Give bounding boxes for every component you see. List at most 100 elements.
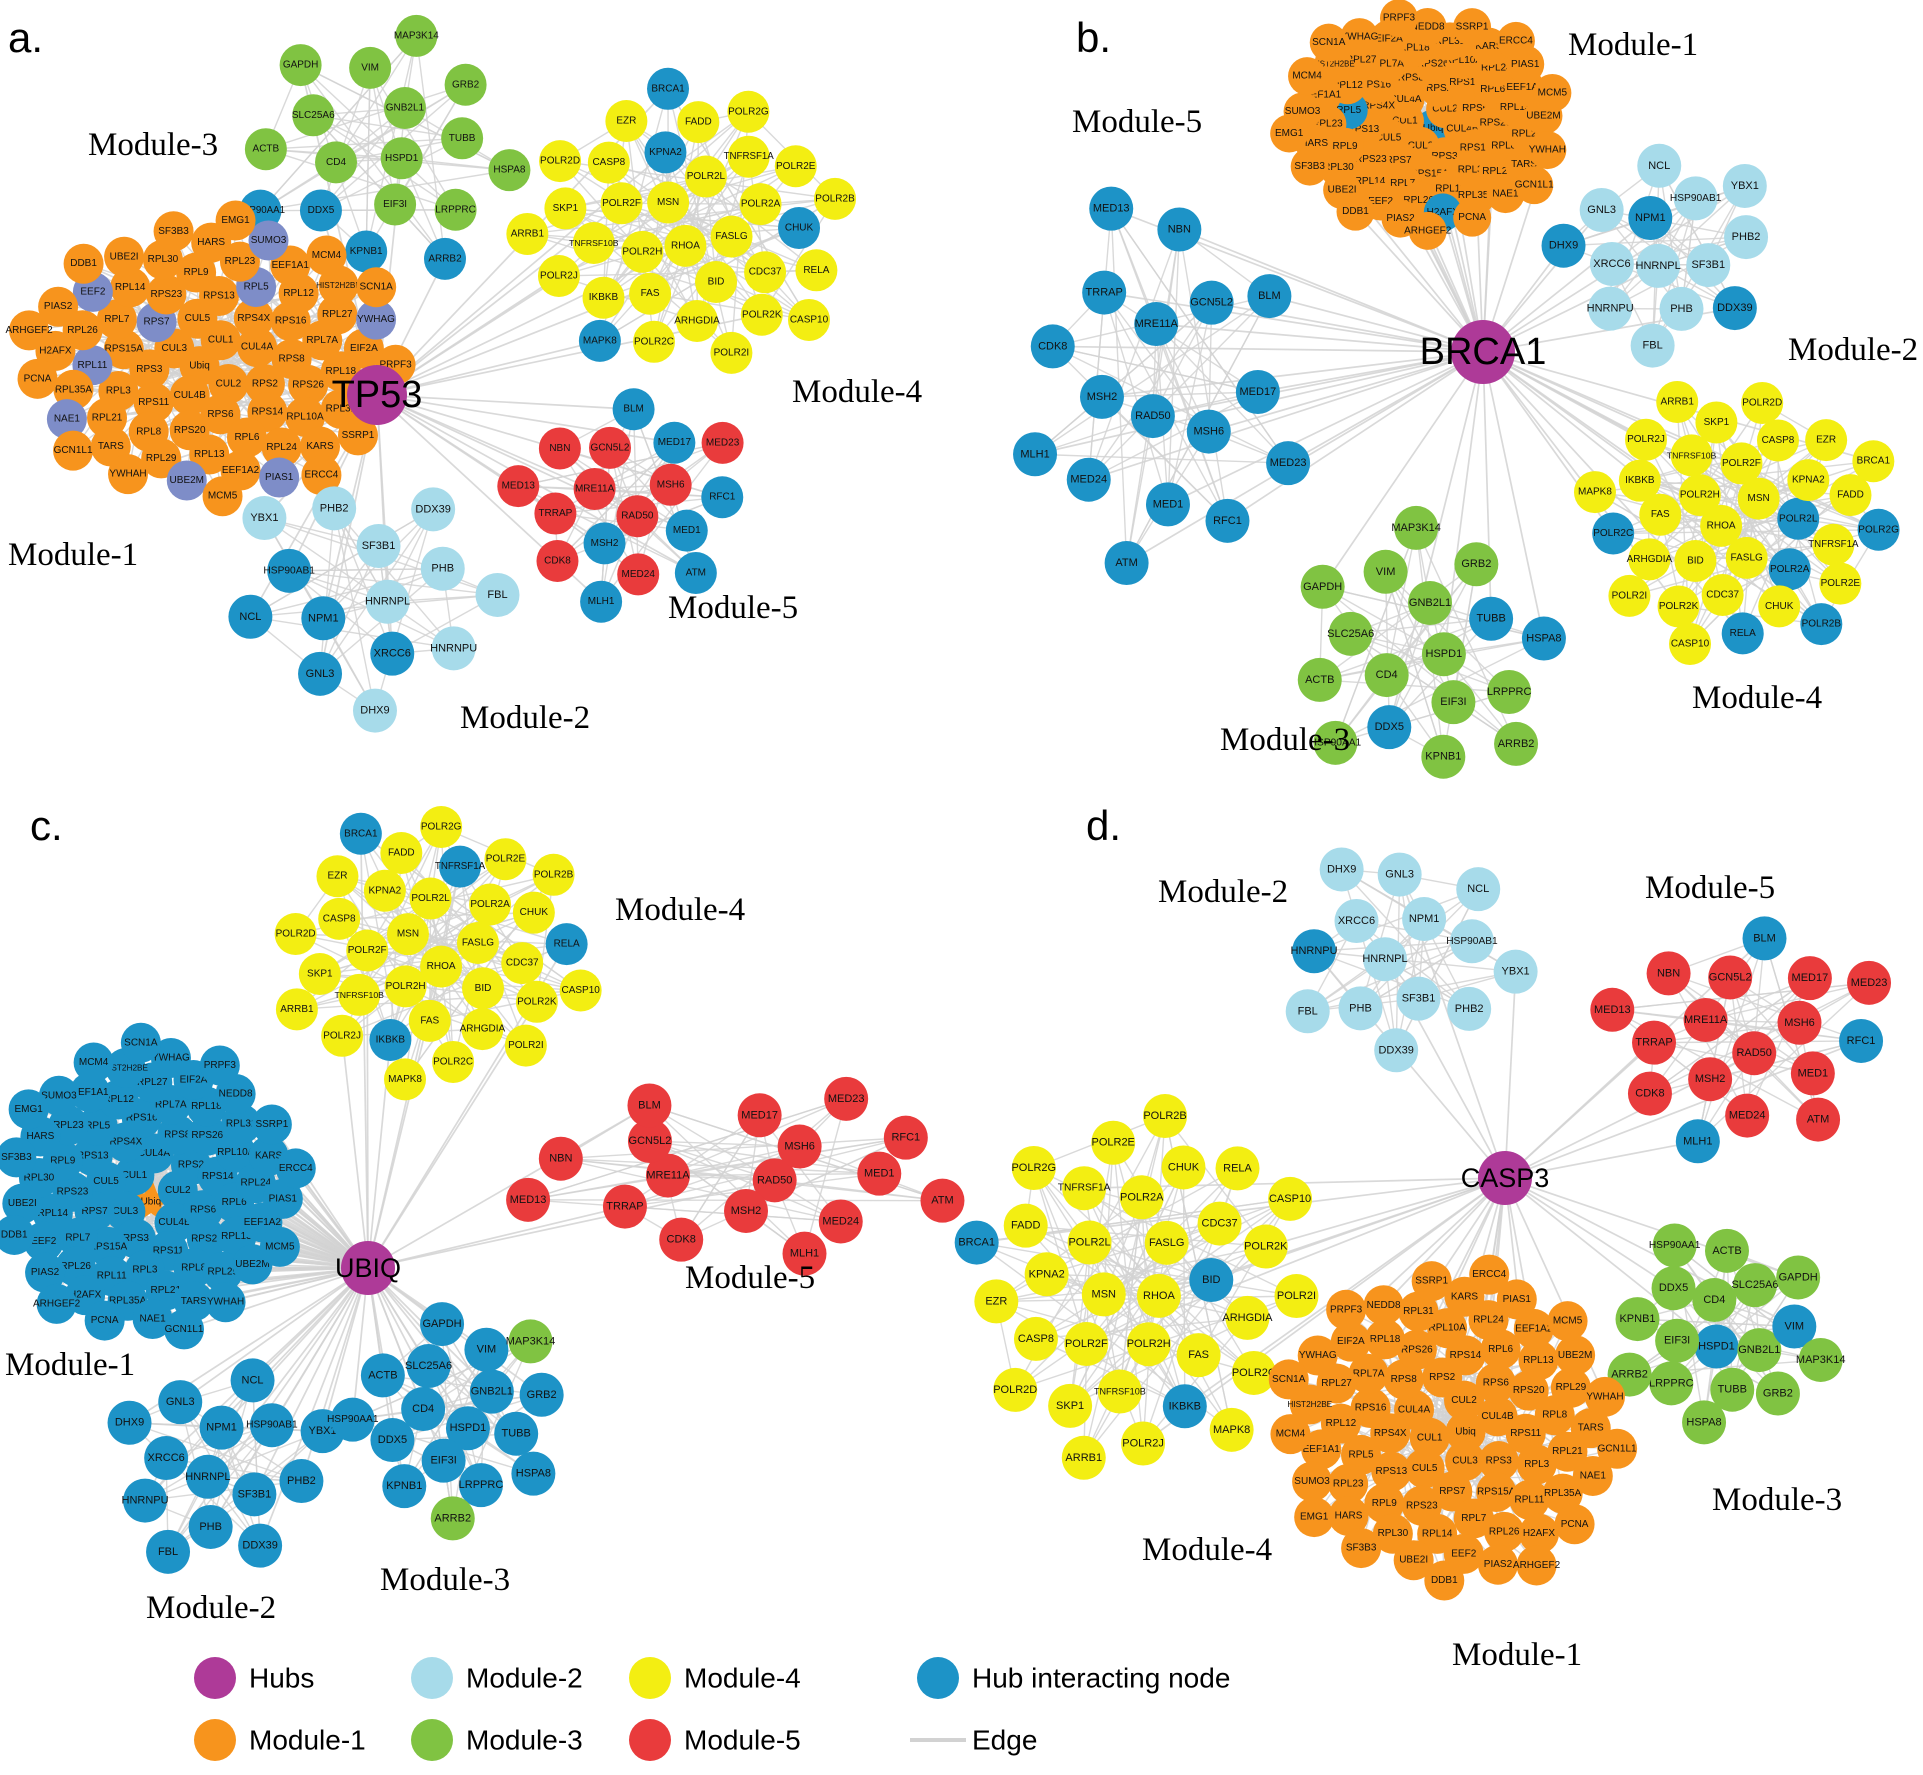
- node-label: CDC37: [749, 267, 782, 278]
- node-label: SF3B1: [238, 1488, 272, 1500]
- node-HSPD1: HSPD1: [445, 1406, 490, 1451]
- node-ERCC4: ERCC4: [275, 1148, 316, 1189]
- node-IKBKB: IKBKB: [369, 1019, 412, 1062]
- node-NAE1: NAE1: [1572, 1455, 1613, 1496]
- node-label: ARHGEF2: [1513, 1560, 1561, 1571]
- node-circle: [259, 1226, 300, 1267]
- node-label: RPL18: [1399, 42, 1430, 53]
- node-circle: [1297, 1335, 1338, 1376]
- node-circle: [1588, 286, 1633, 331]
- node-circle: [1678, 474, 1721, 517]
- node-circle: [1688, 1057, 1733, 1102]
- node-circle: [795, 249, 838, 292]
- node-TUBB: TUBB: [494, 1411, 539, 1456]
- node-label: RPS7: [1439, 1486, 1466, 1497]
- node-circle: [1516, 1545, 1557, 1586]
- node-label: POLR2B: [1802, 619, 1842, 630]
- node-circle: [1393, 1540, 1434, 1581]
- node-circle: [1496, 1279, 1537, 1320]
- edge: [1697, 938, 1766, 1142]
- edge: [260, 209, 456, 212]
- node-HNRNPL: HNRNPL: [365, 579, 410, 624]
- node-circle: [1290, 147, 1329, 186]
- node-label: MSH6: [657, 479, 685, 490]
- node-EEF1A2: EEF1A2: [1513, 1308, 1554, 1349]
- node-circle: [259, 457, 300, 498]
- node-circle: [1787, 459, 1830, 502]
- node-circle: [321, 1014, 364, 1057]
- node-circle: [627, 1083, 672, 1128]
- node-RPL23: RPL23: [219, 241, 260, 282]
- module-label-c-module-4: Module-4: [615, 892, 745, 928]
- node-circle: [954, 1220, 999, 1265]
- legend-swatch-icon: [917, 1657, 959, 1699]
- node-label: ERCC4: [1472, 1269, 1506, 1280]
- node-circle: [752, 1158, 797, 1203]
- node-label: RPL13: [1523, 1355, 1554, 1366]
- node-circle: [1518, 1513, 1559, 1554]
- node-label: GNL3: [1385, 869, 1414, 881]
- node-label: RPL9: [1333, 141, 1358, 152]
- node-CDK8: CDK8: [659, 1217, 704, 1262]
- node-label: ATM: [931, 1195, 953, 1207]
- node-label: ERCC4: [1499, 35, 1533, 46]
- node-PCNA: PCNA: [17, 358, 58, 399]
- node-label: PIAS1: [1511, 59, 1540, 70]
- edge: [1504, 1177, 1717, 1348]
- edge: [1052, 345, 1484, 353]
- node-label: SF3B3: [1, 1152, 32, 1163]
- node-label: DDB1: [1, 1229, 28, 1240]
- hub-circle: [1478, 1151, 1532, 1205]
- node-circle: [1812, 523, 1855, 566]
- node-label: POLR2G: [1011, 1162, 1056, 1174]
- node-label: RPS16: [126, 1112, 158, 1123]
- node-circle: [370, 631, 415, 676]
- node-label: YWHAG: [152, 1052, 190, 1063]
- node-label: POLR2J: [1122, 1438, 1164, 1450]
- node-label: GNL3: [166, 1396, 195, 1408]
- edge: [1382, 1177, 1506, 1306]
- node-RPL8: RPL8: [173, 1248, 214, 1289]
- node-POLR2L: POLR2L: [684, 155, 727, 198]
- edge: [1287, 351, 1484, 464]
- node-circle: [1205, 498, 1250, 543]
- node-circle: [251, 1104, 292, 1145]
- node-circle: [1725, 536, 1768, 579]
- node-YWHAG: YWHAG: [1340, 18, 1379, 57]
- node-MRE11A: MRE11A: [1134, 302, 1178, 347]
- node-label: HIST2H2BE: [1287, 1400, 1332, 1409]
- node-KPNA2: KPNA2: [1787, 459, 1830, 502]
- node-label: RPL27: [322, 309, 353, 320]
- edge: [144, 1430, 323, 1502]
- node-HNRNPL: HNRNPL: [185, 1454, 231, 1499]
- node-POLR2D: POLR2D: [539, 140, 582, 183]
- node-label: NCL: [242, 1374, 264, 1386]
- node-circle: [1411, 1261, 1452, 1302]
- legend-item-module-1: Module-1: [194, 1719, 366, 1761]
- node-circle: [1469, 596, 1514, 641]
- node-PRPF3: PRPF3: [1379, 0, 1418, 38]
- node-RPL7: RPL7: [57, 1217, 98, 1258]
- node-circle: [1136, 1273, 1181, 1318]
- node-label: RFC1: [1847, 1035, 1876, 1047]
- node-PHB: PHB: [188, 1504, 233, 1549]
- node-circle: [1528, 131, 1567, 170]
- edge: [300, 64, 446, 260]
- node-label: RPL21: [92, 412, 123, 423]
- node-label: H2AFX: [1427, 207, 1460, 218]
- node-DHX9: DHX9: [1319, 847, 1364, 892]
- node-BLM: BLM: [627, 1083, 672, 1128]
- node-RHOA: RHOA: [1136, 1273, 1181, 1318]
- node-label: ARHGDIA: [460, 1024, 506, 1035]
- node-circle: [1082, 270, 1127, 315]
- legend-label: Module-5: [684, 1725, 801, 1756]
- node-label: HSPD1: [1426, 648, 1463, 660]
- node-circle: [17, 358, 58, 399]
- node-label: HNRNPL: [365, 596, 410, 608]
- edge: [1103, 292, 1169, 505]
- node-RPS16: RPS16: [1350, 1387, 1391, 1428]
- node-label: GAPDH: [1779, 1271, 1818, 1283]
- node-label: HNRNPU: [1587, 303, 1634, 315]
- node-circle: [659, 1217, 704, 1262]
- node-MED13: MED13: [1590, 987, 1635, 1032]
